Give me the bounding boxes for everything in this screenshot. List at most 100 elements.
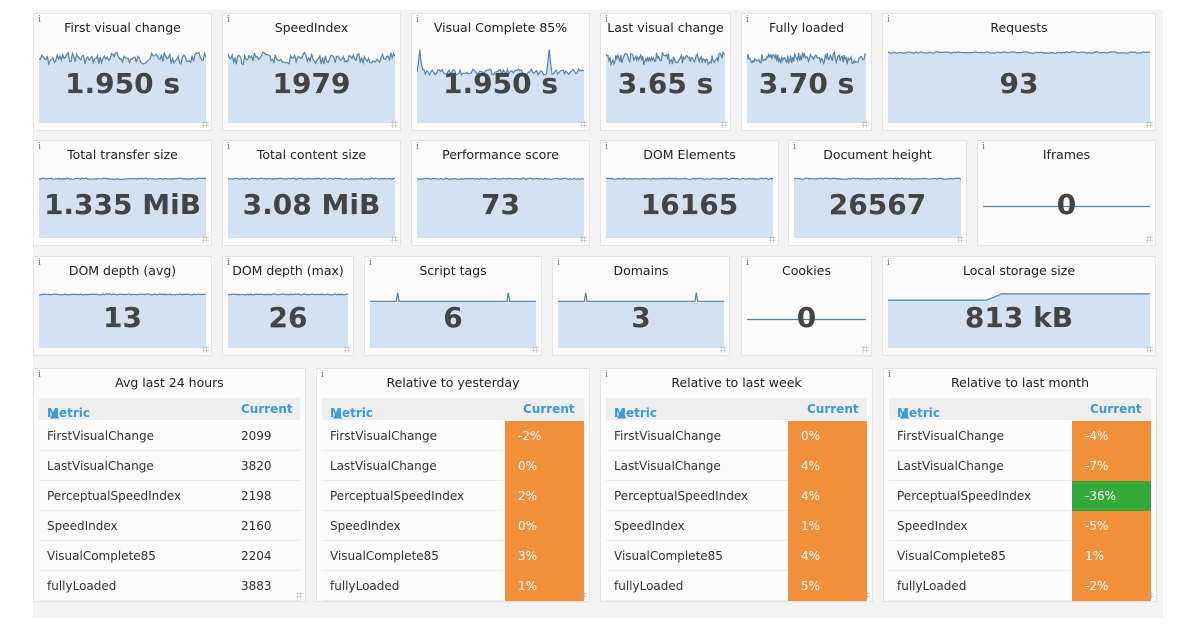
resize-handle[interactable] xyxy=(580,121,587,128)
resize-handle[interactable] xyxy=(532,346,539,353)
resize-handle[interactable] xyxy=(202,236,209,243)
sparkline-chart xyxy=(39,177,206,238)
metric-name: LastVisualChange xyxy=(897,459,1004,473)
metric-name: fullyLoaded xyxy=(330,579,400,593)
resize-handle[interactable] xyxy=(863,592,870,599)
stat-value: 6 xyxy=(443,301,463,334)
info-icon[interactable]: i xyxy=(888,370,891,380)
info-icon[interactable]: i xyxy=(227,258,230,268)
current-column-header[interactable]: Current xyxy=(1090,402,1142,416)
info-icon[interactable]: i xyxy=(605,142,608,152)
info-icon[interactable]: i xyxy=(38,142,41,152)
stat-value: 3.08 MiB xyxy=(242,188,381,221)
info-icon[interactable]: i xyxy=(416,142,419,152)
resize-handle[interactable] xyxy=(769,236,776,243)
stat-value: 1.335 MiB xyxy=(43,188,202,221)
resize-handle[interactable] xyxy=(580,236,587,243)
table-panel-relative-to-last-month[interactable]: i Relative to last month Metric ▲ Current Fir… xyxy=(883,368,1157,602)
stat-panel-requests[interactable]: i Requests 93 xyxy=(882,13,1156,131)
change-badge: 0% xyxy=(505,511,584,541)
resize-handle[interactable] xyxy=(580,592,587,599)
sparkline-area xyxy=(39,52,206,123)
stat-panel-document-height[interactable]: i Document height 26567 xyxy=(788,140,967,246)
sparkline-chart xyxy=(417,49,584,123)
stat-panel-dom-elements[interactable]: i DOM Elements 16165 xyxy=(600,140,779,246)
stat-panel-last-visual-change[interactable]: i Last visual change 3.65 s xyxy=(600,13,731,131)
info-icon[interactable]: i xyxy=(605,370,608,380)
panel-title: First visual change xyxy=(64,20,181,35)
resize-handle[interactable] xyxy=(720,346,727,353)
sparkline-line xyxy=(417,177,584,181)
stat-panel-cookies[interactable]: i Cookies 0 xyxy=(741,256,872,356)
sparkline xyxy=(39,48,206,123)
resize-handle[interactable] xyxy=(391,121,398,128)
stat-value: 0 xyxy=(1056,188,1077,221)
sparkline-area xyxy=(558,292,724,348)
stat-panel-fully-loaded[interactable]: i Fully loaded 3.70 s xyxy=(741,13,872,131)
resize-handle[interactable] xyxy=(296,592,303,599)
table-row: VisualComplete85 2204 xyxy=(39,541,300,571)
current-column-header[interactable]: Current xyxy=(241,402,293,416)
info-icon[interactable]: i xyxy=(38,370,41,380)
info-icon[interactable]: i xyxy=(416,15,419,25)
stat-panel-visual-complete-85[interactable]: i Visual Complete 85% 1.950 s xyxy=(411,13,590,131)
stat-panel-first-visual-change[interactable]: i First visual change 1.950 s xyxy=(33,13,212,131)
stat-panel-dom-depth-avg[interactable]: i DOM depth (avg) 13 xyxy=(33,256,212,356)
resize-handle[interactable] xyxy=(957,236,964,243)
stat-value: 1.950 s xyxy=(443,67,558,100)
metric-name: fullyLoaded xyxy=(897,579,967,593)
table-panel-avg-last-24-hours[interactable]: i Avg last 24 hours Metric ▲ Current FirstVis… xyxy=(33,368,306,602)
metric-name: LastVisualChange xyxy=(330,459,437,473)
resize-handle[interactable] xyxy=(1146,236,1153,243)
table-row: FirstVisualChange 2099 xyxy=(39,421,300,451)
resize-handle[interactable] xyxy=(1146,346,1153,353)
info-icon[interactable]: i xyxy=(227,142,230,152)
current-column-header[interactable]: Current xyxy=(523,402,575,416)
stat-panel-dom-depth-max[interactable]: i DOM depth (max) 26 xyxy=(222,256,354,356)
info-icon[interactable]: i xyxy=(887,258,890,268)
current-column-header[interactable]: Current xyxy=(807,402,859,416)
resize-handle[interactable] xyxy=(202,346,209,353)
resize-handle[interactable] xyxy=(721,121,728,128)
stat-panel-total-content-size[interactable]: i Total content size 3.08 MiB xyxy=(222,140,401,246)
table-panel-relative-to-last-week[interactable]: i Relative to last week Metric ▲ Current Firs… xyxy=(600,368,873,602)
resize-handle[interactable] xyxy=(862,346,869,353)
resize-handle[interactable] xyxy=(1146,121,1153,128)
stat-panel-script-tags[interactable]: i Script tags 6 xyxy=(364,256,542,356)
info-icon[interactable]: i xyxy=(369,258,372,268)
change-badge: -4% xyxy=(1072,421,1151,451)
resize-handle[interactable] xyxy=(862,121,869,128)
info-icon[interactable]: i xyxy=(887,15,890,25)
info-icon[interactable]: i xyxy=(321,370,324,380)
resize-handle[interactable] xyxy=(344,346,351,353)
panel-title: DOM Elements xyxy=(643,147,736,162)
metric-name: SpeedIndex xyxy=(47,519,118,533)
sparkline-chart xyxy=(228,177,395,238)
info-icon[interactable]: i xyxy=(793,142,796,152)
info-icon[interactable]: i xyxy=(746,258,749,268)
sparkline xyxy=(417,48,584,123)
stat-panel-total-transfer-size[interactable]: i Total transfer size 1.335 MiB xyxy=(33,140,212,246)
table-row: fullyLoaded 3883 xyxy=(39,571,300,601)
info-icon[interactable]: i xyxy=(605,15,608,25)
stat-panel-domains[interactable]: i Domains 3 xyxy=(552,256,730,356)
metric-name: fullyLoaded xyxy=(614,579,684,593)
sparkline xyxy=(606,48,725,123)
info-icon[interactable]: i xyxy=(38,258,41,268)
resize-handle[interactable] xyxy=(391,236,398,243)
info-icon[interactable]: i xyxy=(746,15,749,25)
change-badge: -2% xyxy=(1072,571,1151,601)
resize-handle[interactable] xyxy=(202,121,209,128)
info-icon[interactable]: i xyxy=(38,15,41,25)
stat-panel-iframes[interactable]: i Iframes 0 xyxy=(977,140,1156,246)
resize-handle[interactable] xyxy=(1147,592,1154,599)
change-badge: 3% xyxy=(505,541,584,571)
info-icon[interactable]: i xyxy=(227,15,230,25)
table-panel-relative-to-yesterday[interactable]: i Relative to yesterday Metric ▲ Current Firs… xyxy=(316,368,590,602)
sparkline-area xyxy=(794,178,961,238)
stat-panel-local-storage-size[interactable]: i Local storage size 813 kB xyxy=(882,256,1156,356)
info-icon[interactable]: i xyxy=(982,142,985,152)
stat-panel-performance-score[interactable]: i Performance score 73 xyxy=(411,140,590,246)
info-icon[interactable]: i xyxy=(557,258,560,268)
stat-panel-speed-index[interactable]: i SpeedIndex 1979 xyxy=(222,13,401,131)
